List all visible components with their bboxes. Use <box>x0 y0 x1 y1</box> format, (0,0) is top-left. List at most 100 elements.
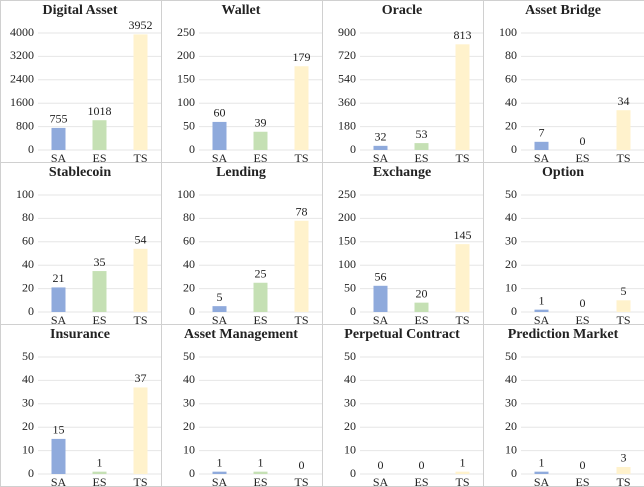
x-tick-label: TS <box>294 151 308 165</box>
y-tick-label: 800 <box>16 118 34 132</box>
value-label: 54 <box>135 233 147 247</box>
bar <box>212 121 227 150</box>
value-label: 25 <box>255 267 267 281</box>
x-tick-label: ES <box>92 475 106 487</box>
y-tick-label: 0 <box>28 142 34 156</box>
x-tick-label: ES <box>253 475 267 487</box>
bar <box>534 309 549 312</box>
y-tick-label: 20 <box>22 280 34 294</box>
x-tick-label: TS <box>455 313 469 327</box>
x-tick-label: ES <box>92 151 106 165</box>
x-tick-label: SA <box>212 475 228 487</box>
y-tick-label: 4000 <box>10 25 34 39</box>
x-tick-label: TS <box>294 475 308 487</box>
y-tick-label: 0 <box>350 142 356 156</box>
value-label: 0 <box>580 458 586 472</box>
y-tick-label: 50 <box>22 349 34 363</box>
y-tick-label: 900 <box>338 25 356 39</box>
value-label: 7 <box>539 126 545 140</box>
x-tick-label: TS <box>133 475 147 487</box>
x-tick-label: ES <box>414 151 428 165</box>
y-tick-label: 0 <box>189 466 195 480</box>
y-tick-label: 30 <box>505 396 517 410</box>
y-tick-label: 40 <box>183 257 195 271</box>
x-tick-label: SA <box>212 313 228 327</box>
y-tick-label: 40 <box>22 372 34 386</box>
x-tick-label: ES <box>575 475 589 487</box>
x-tick-label: TS <box>133 151 147 165</box>
value-label: 1 <box>97 455 103 469</box>
y-tick-label: 80 <box>505 48 517 62</box>
y-tick-label: 0 <box>28 466 34 480</box>
bar <box>373 145 388 150</box>
y-tick-label: 0 <box>189 142 195 156</box>
y-tick-label: 20 <box>183 280 195 294</box>
bar <box>455 471 470 474</box>
bar <box>414 302 429 312</box>
value-label: 1 <box>539 455 545 469</box>
x-tick-label: SA <box>373 313 389 327</box>
value-label: 5 <box>621 284 627 298</box>
chart-title: Stablecoin <box>49 165 111 180</box>
value-label: 39 <box>255 115 267 129</box>
chart-title: Asset Management <box>184 327 298 342</box>
y-tick-label: 30 <box>22 396 34 410</box>
y-tick-label: 10 <box>22 442 34 456</box>
bar <box>133 248 148 312</box>
y-tick-label: 60 <box>505 72 517 86</box>
x-tick-label: SA <box>534 151 550 165</box>
chart-title: Asset Bridge <box>525 3 601 18</box>
bar <box>133 387 148 474</box>
y-tick-label: 200 <box>338 210 356 224</box>
y-tick-label: 1600 <box>10 95 34 109</box>
x-tick-label: TS <box>455 475 469 487</box>
value-label: 53 <box>416 127 428 141</box>
value-label: 78 <box>296 204 308 218</box>
chart-title: Wallet <box>222 3 261 18</box>
y-tick-label: 100 <box>177 95 195 109</box>
x-tick-label: SA <box>51 313 67 327</box>
y-tick-label: 20 <box>22 419 34 433</box>
bar <box>294 220 309 312</box>
y-tick-label: 100 <box>16 187 34 201</box>
value-label: 3 <box>621 451 627 465</box>
value-label: 35 <box>94 255 106 269</box>
y-tick-label: 40 <box>505 372 517 386</box>
value-label: 0 <box>378 458 384 472</box>
x-tick-label: TS <box>616 151 630 165</box>
value-label: 0 <box>419 458 425 472</box>
y-tick-label: 80 <box>22 210 34 224</box>
x-tick-label: ES <box>414 313 428 327</box>
x-tick-label: ES <box>414 475 428 487</box>
y-tick-label: 0 <box>350 466 356 480</box>
y-tick-label: 50 <box>505 187 517 201</box>
bar <box>455 244 470 312</box>
x-tick-label: SA <box>212 151 228 165</box>
y-tick-label: 0 <box>511 304 517 318</box>
y-tick-label: 30 <box>505 234 517 248</box>
x-tick-label: TS <box>133 313 147 327</box>
chart-title: Option <box>542 165 584 180</box>
value-label: 1 <box>258 455 264 469</box>
bar <box>534 141 549 150</box>
y-tick-label: 720 <box>338 48 356 62</box>
value-label: 20 <box>416 286 428 300</box>
value-label: 15 <box>53 423 65 437</box>
bar <box>253 131 268 150</box>
bar <box>253 471 268 474</box>
bar <box>212 471 227 474</box>
bar <box>212 306 227 312</box>
y-tick-label: 40 <box>183 372 195 386</box>
bar <box>534 471 549 474</box>
x-tick-label: SA <box>534 313 550 327</box>
y-tick-label: 40 <box>22 257 34 271</box>
y-tick-label: 180 <box>338 118 356 132</box>
y-tick-label: 80 <box>183 210 195 224</box>
bar <box>373 285 388 312</box>
value-label: 1 <box>539 293 545 307</box>
y-tick-label: 50 <box>344 349 356 363</box>
bar <box>51 127 66 150</box>
y-tick-label: 60 <box>22 234 34 248</box>
bar <box>92 471 107 474</box>
